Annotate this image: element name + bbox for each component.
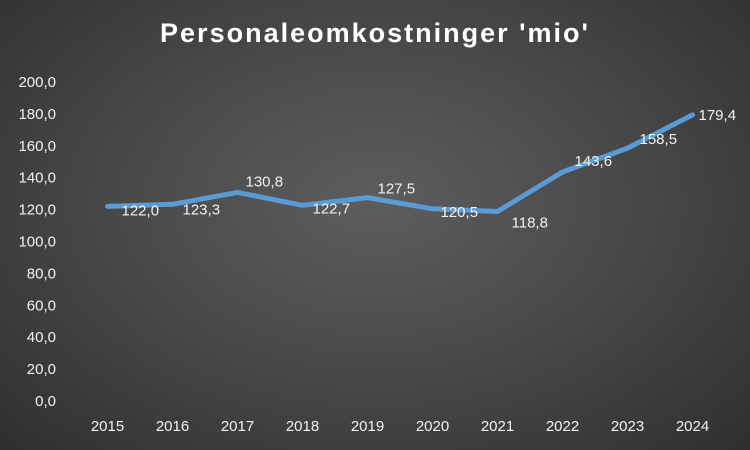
data-point xyxy=(365,195,370,200)
data-label: 123,3 xyxy=(183,201,221,218)
data-label: 179,4 xyxy=(699,107,737,124)
data-point xyxy=(430,206,435,211)
data-point xyxy=(560,169,565,174)
data-label: 122,7 xyxy=(313,200,351,217)
x-tick-label: 2023 xyxy=(611,418,644,435)
data-point xyxy=(235,190,240,195)
x-tick-label: 2019 xyxy=(351,418,384,435)
data-label: 158,5 xyxy=(640,131,678,148)
y-tick-label: 60,0 xyxy=(27,297,56,314)
y-tick-label: 20,0 xyxy=(27,361,56,378)
x-tick-label: 2016 xyxy=(156,418,189,435)
data-label: 130,8 xyxy=(246,173,284,190)
data-point xyxy=(300,203,305,208)
data-label: 118,8 xyxy=(512,215,548,232)
y-tick-label: 180,0 xyxy=(18,106,56,123)
data-label: 127,5 xyxy=(378,181,416,198)
data-point xyxy=(625,146,630,151)
x-tick-label: 2020 xyxy=(416,418,449,435)
chart-title: Personaleomkostninger 'mio' xyxy=(160,18,590,48)
y-tick-label: 120,0 xyxy=(18,202,56,219)
x-tick-label: 2022 xyxy=(546,418,579,435)
y-tick-label: 40,0 xyxy=(27,329,56,346)
data-point xyxy=(690,112,695,117)
data-point xyxy=(495,209,500,214)
data-label: 120,5 xyxy=(441,204,479,221)
data-point xyxy=(105,204,110,209)
data-label: 143,6 xyxy=(575,153,613,170)
y-tick-label: 140,0 xyxy=(18,170,56,187)
y-tick-label: 0,0 xyxy=(35,393,56,410)
data-label: 122,0 xyxy=(122,202,160,219)
x-tick-label: 2018 xyxy=(286,418,319,435)
x-tick-label: 2017 xyxy=(221,418,254,435)
data-point xyxy=(170,202,175,207)
y-tick-label: 160,0 xyxy=(18,138,56,155)
x-tick-label: 2024 xyxy=(676,418,709,435)
x-tick-label: 2021 xyxy=(481,418,514,435)
series-line xyxy=(105,112,695,214)
x-tick-label: 2015 xyxy=(91,418,124,435)
y-tick-label: 100,0 xyxy=(18,234,56,251)
y-tick-label: 200,0 xyxy=(18,74,56,91)
y-tick-label: 80,0 xyxy=(27,265,56,282)
